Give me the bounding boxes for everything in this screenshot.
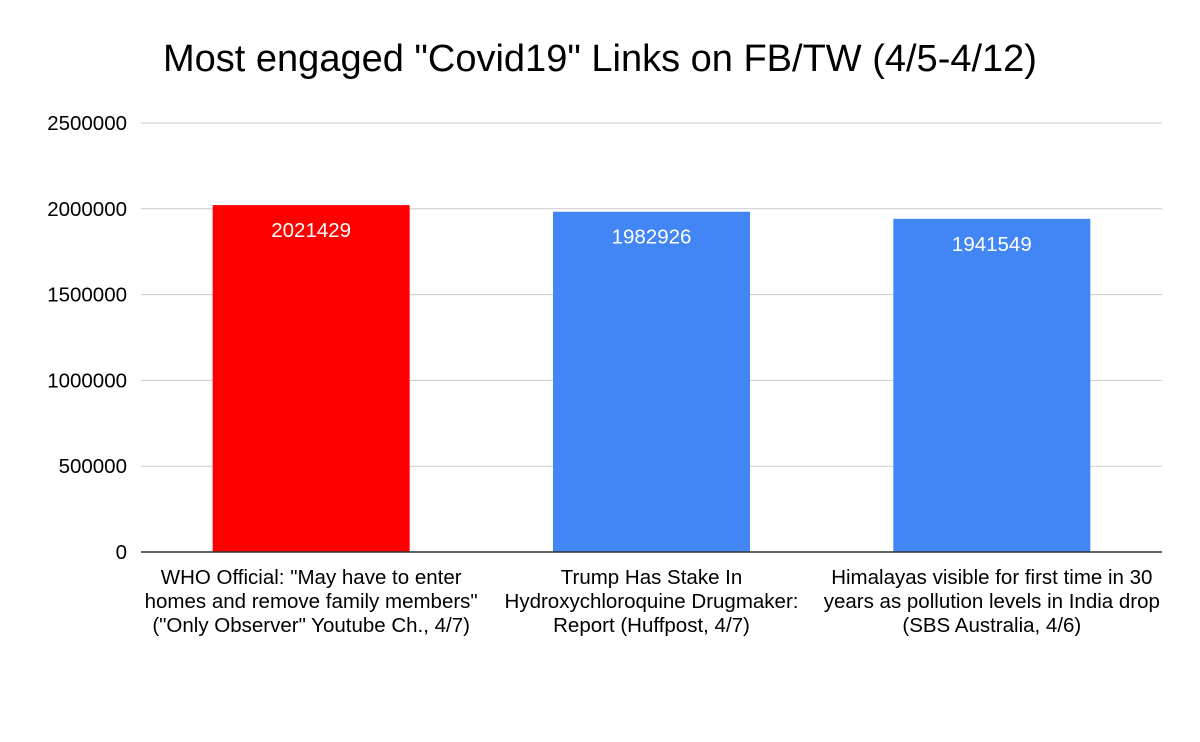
x-category-label: Himalayas visible for first time in 30 y…	[823, 566, 1160, 637]
x-category-label: WHO Official: "May have to enter homes a…	[144, 566, 478, 637]
y-tick-label: 500000	[59, 455, 127, 478]
y-tick-label: 1500000	[47, 284, 127, 307]
chart-title: Most engaged "Covid19" Links on FB/TW (4…	[163, 38, 1037, 80]
y-axis-ticks: 0 500000 1000000 1500000 2000000 2500000	[47, 112, 127, 564]
bar-value-label: 1941549	[952, 233, 1032, 256]
y-tick-label: 2500000	[47, 112, 127, 135]
bars	[212, 205, 1091, 552]
x-category-label: Trump Has Stake In Hydroxychloroquine Dr…	[504, 566, 799, 637]
bar	[212, 205, 410, 552]
y-tick-label: 0	[116, 541, 127, 564]
data-labels: 2021429 1982926 1941549	[271, 219, 1031, 256]
y-tick-label: 1000000	[47, 369, 127, 392]
y-tick-label: 2000000	[47, 198, 127, 221]
bar	[553, 211, 750, 552]
bar	[893, 218, 1091, 552]
bar-value-label: 2021429	[271, 219, 351, 242]
bar-value-label: 1982926	[612, 226, 692, 249]
